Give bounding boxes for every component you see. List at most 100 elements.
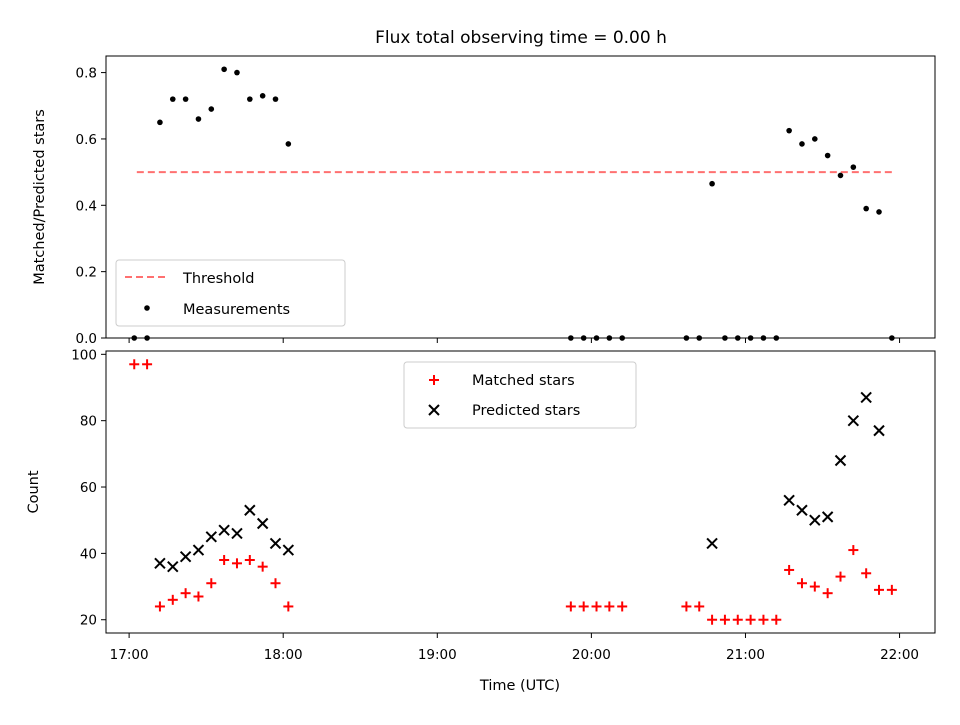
- predicted-stars-point: [282, 544, 295, 556]
- matched-stars-point: [681, 601, 692, 612]
- matched-stars-point: [257, 561, 268, 572]
- matched-stars-point: [578, 601, 589, 612]
- bottom-marks: [129, 359, 897, 625]
- predicted-stars-point: [218, 524, 230, 536]
- matched-stars-point: [270, 578, 281, 589]
- predicted-stars-point: [809, 514, 821, 526]
- predicted-stars-point: [783, 494, 795, 507]
- measurement-point: [876, 209, 882, 215]
- matched-stars-point: [617, 601, 628, 612]
- bottom-y-tick-label: 60: [80, 480, 97, 496]
- matched-stars-point: [745, 614, 756, 625]
- predicted-stars-point: [231, 527, 243, 540]
- measurement-point: [863, 205, 869, 212]
- predicted-stars-point: [834, 454, 847, 467]
- predicted-stars-point: [205, 531, 218, 543]
- bottom-x-ticks: 17:00 18:00 19:00 20:00 21:00 22:00: [110, 633, 919, 663]
- matched-stars-point: [822, 588, 833, 599]
- legend-predicted-label: Predicted stars: [472, 403, 580, 419]
- top-y-tick-label: 0.8: [76, 66, 97, 82]
- measurement-point: [157, 119, 163, 126]
- matched-stars-point: [591, 601, 602, 612]
- matched-stars-point: [707, 614, 718, 625]
- top-legend-box: [115, 259, 346, 327]
- x-tick-label: 19:00: [418, 647, 457, 663]
- matched-stars-point: [861, 568, 872, 579]
- predicted-stars-point: [796, 504, 808, 516]
- x-axis-label: Time (UTC): [479, 678, 560, 694]
- bottom-y-axis-label: Count: [26, 470, 42, 513]
- bottom-legend-box: [403, 361, 637, 429]
- x-tick-label: 17:00: [110, 647, 149, 663]
- measurement-point: [272, 96, 279, 102]
- matched-stars-point: [604, 601, 615, 612]
- measurement-point: [195, 116, 202, 122]
- legend-measurements-label: Measurements: [183, 302, 290, 318]
- top-x-ticks: [128, 338, 901, 343]
- bottom-y-tick-label: 20: [80, 613, 97, 629]
- x-tick-label: 22:00: [880, 647, 919, 663]
- measurement-point: [786, 127, 792, 134]
- matched-stars-point: [809, 581, 820, 592]
- measurement-point: [799, 141, 805, 147]
- measurement-point: [247, 96, 253, 102]
- matched-stars-point: [167, 594, 178, 605]
- predicted-stars-point: [167, 560, 179, 573]
- bottom-y-ticks: 20 40 60 80 100: [71, 347, 106, 629]
- measurement-point: [824, 152, 831, 159]
- predicted-stars-point: [179, 550, 192, 563]
- matched-stars-point: [206, 578, 217, 589]
- matched-stars-point: [758, 614, 769, 625]
- matched-stars-point: [283, 601, 294, 612]
- legend-matched-label: Matched stars: [472, 373, 575, 389]
- matched-stars-point: [784, 564, 795, 575]
- legend-predicted-swatch: [428, 404, 440, 416]
- x-tick-label: 18:00: [264, 647, 303, 663]
- matched-stars-point: [180, 588, 191, 599]
- bottom-axes-frame: [105, 350, 936, 634]
- x-tick-label: 21:00: [726, 647, 765, 663]
- top-y-tick-label: 0.4: [76, 198, 97, 214]
- matched-stars-point: [565, 601, 576, 612]
- predicted-stars-point: [154, 557, 166, 570]
- measurement-point: [208, 106, 215, 112]
- measurement-point: [182, 96, 189, 102]
- matched-stars-point: [848, 545, 859, 556]
- matched-stars-point: [154, 601, 165, 612]
- matched-stars-point: [244, 555, 255, 566]
- matched-stars-point: [874, 584, 885, 595]
- matched-stars-point: [732, 614, 743, 625]
- predicted-stars-point: [847, 414, 860, 427]
- measurement-point: [285, 141, 292, 147]
- matched-stars-point: [231, 558, 242, 569]
- predicted-stars-point: [256, 517, 269, 530]
- top-panel: 0.00.20.40.60.8 Matched/Predicted stars …: [32, 55, 936, 347]
- predicted-stars-point: [269, 537, 282, 550]
- x-tick-label: 20:00: [572, 647, 611, 663]
- top-y-tick-label: 0.0: [76, 331, 97, 347]
- matched-stars-point: [886, 584, 897, 595]
- top-y-ticks: 0.0 0.2 0.4 0.6 0.8: [76, 66, 106, 347]
- matched-stars-point: [796, 578, 807, 589]
- bottom-panel: 20 40 60 80 100 17:00 18:00 19:00 20:00 21:00 22:…: [26, 347, 936, 694]
- bottom-y-tick-label: 80: [80, 414, 97, 430]
- measurement-point: [709, 180, 715, 187]
- measurement-point: [812, 136, 818, 142]
- predicted-stars-point: [873, 424, 885, 437]
- matched-stars-point: [719, 614, 730, 625]
- matched-stars-point: [771, 614, 782, 625]
- predicted-stars-point: [860, 391, 872, 404]
- matched-stars-point: [219, 555, 230, 566]
- bottom-legend: Matched stars Predicted stars: [403, 361, 637, 429]
- predicted-stars-point: [244, 504, 256, 516]
- predicted-stars-point: [821, 511, 834, 523]
- bottom-y-tick-label: 100: [71, 347, 97, 363]
- measurement-point: [169, 96, 176, 102]
- matched-stars-point: [129, 359, 140, 370]
- matched-stars-point: [694, 601, 705, 612]
- top-axes-frame: [105, 55, 936, 339]
- measurement-point: [837, 172, 844, 179]
- top-y-tick-label: 0.2: [76, 265, 97, 281]
- top-y-tick-label: 0.6: [76, 132, 97, 148]
